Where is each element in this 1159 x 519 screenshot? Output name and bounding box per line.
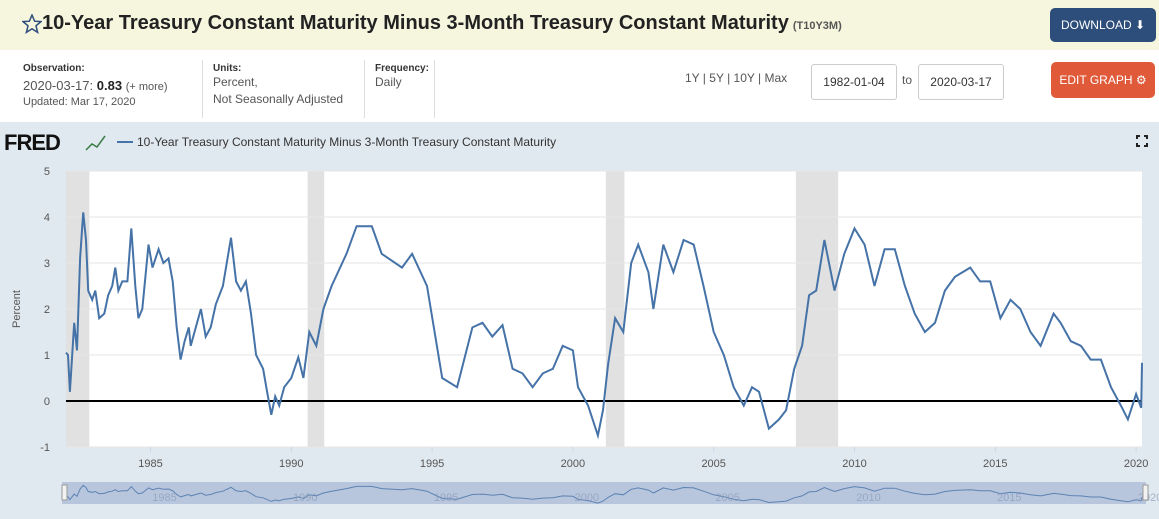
frequency-label: Frequency:	[375, 63, 429, 74]
separator	[202, 60, 203, 118]
navigator-tick-label: 2005	[715, 492, 739, 504]
data-line	[65, 212, 1143, 440]
edit-graph-button[interactable]: EDIT GRAPH ⚙	[1051, 62, 1155, 98]
navigator-tick-label: 1995	[434, 492, 458, 504]
title: 10-Year Treasury Constant Maturity Minus…	[42, 12, 842, 35]
more-link[interactable]: (+ more)	[125, 81, 168, 93]
y-tick-label: 3	[44, 258, 50, 270]
observation-label: Observation:	[23, 63, 85, 74]
title-text: 10-Year Treasury Constant Maturity Minus…	[42, 12, 789, 34]
y-tick-label: 2	[44, 304, 50, 316]
y-axis-label: Percent	[11, 290, 23, 328]
to-label: to	[902, 73, 913, 87]
start-date-input[interactable]: 1982-01-04	[811, 64, 897, 100]
range-link[interactable]: 10Y	[733, 71, 755, 85]
navigator-handle[interactable]	[1142, 484, 1149, 501]
x-tick-label: 2010	[842, 458, 866, 470]
separator	[434, 60, 435, 118]
x-tick-label: 1995	[420, 458, 444, 470]
y-tick-label: -1	[40, 442, 50, 454]
series-id: (T10Y3M)	[792, 20, 842, 32]
x-tick-label: 1985	[138, 458, 162, 470]
chart: FRED 10-Year Treasury Constant Maturity …	[4, 130, 1159, 504]
navigator-tick-label: 2010	[856, 492, 880, 504]
range-separator: |	[699, 71, 710, 85]
y-tick-label: 0	[44, 396, 50, 408]
range-links: 1Y | 5Y | 10Y | Max	[685, 71, 787, 85]
x-tick-label: 2020	[1124, 458, 1148, 470]
navigator-line	[65, 484, 1143, 504]
star-icon[interactable]	[22, 14, 42, 34]
y-tick-label: 4	[44, 212, 50, 224]
navigator-tick-label: 2015	[997, 492, 1021, 504]
x-tick-label: 2015	[983, 458, 1007, 470]
units-label: Units:	[213, 63, 242, 74]
y-tick-label: 1	[44, 350, 50, 362]
range-link[interactable]: Max	[764, 71, 788, 85]
navigator-handle[interactable]	[61, 484, 68, 501]
logo-icon	[85, 135, 106, 151]
download-button[interactable]: DOWNLOAD ⬇	[1050, 8, 1156, 42]
range-separator: |	[723, 71, 734, 85]
download-label: DOWNLOAD	[1060, 18, 1132, 32]
separator	[364, 60, 365, 118]
x-tick-label: 1990	[279, 458, 303, 470]
navigator-background	[62, 482, 1146, 504]
updated: Updated: Mar 17, 2020	[23, 96, 136, 108]
observation-value: 0.83	[96, 78, 123, 93]
x-tick-label: 2000	[561, 458, 585, 470]
logo: FRED	[4, 130, 60, 155]
range-link[interactable]: 5Y	[709, 71, 724, 85]
observation-date: 2020-03-17:	[23, 78, 94, 93]
y-tick-label: 5	[44, 166, 50, 178]
x-tick-label: 2005	[701, 458, 725, 470]
navigator-tick-label: 1990	[293, 492, 317, 504]
chart-area: FRED 10-Year Treasury Constant Maturity …	[0, 122, 1159, 519]
end-date-input[interactable]: 2020-03-17	[918, 64, 1004, 100]
navigator-tick-label: 1985	[152, 492, 176, 504]
navigator-tick-label: 2000	[575, 492, 599, 504]
range-link[interactable]: 1Y	[685, 71, 700, 85]
legend-label: 10-Year Treasury Constant Maturity Minus…	[137, 135, 556, 149]
fullscreen-icon[interactable]	[1136, 135, 1148, 147]
units: Not Seasonally Adjusted	[213, 92, 344, 106]
frequency: Daily	[375, 75, 402, 89]
header: 10-Year Treasury Constant Maturity Minus…	[0, 0, 1159, 50]
range-separator: |	[754, 71, 765, 85]
edit-label: EDIT GRAPH	[1059, 73, 1133, 87]
units: Percent,	[213, 75, 258, 89]
